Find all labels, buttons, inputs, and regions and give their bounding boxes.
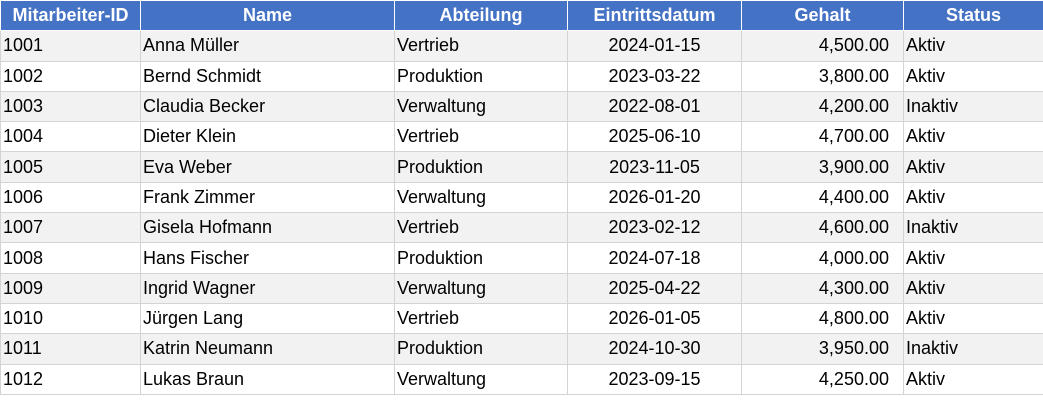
table-cell: Verwaltung — [394, 272, 568, 304]
table-cell: 2023-03-22 — [567, 60, 742, 92]
table-cell: 1007 — [0, 212, 141, 244]
table-cell: 4,400.00 — [741, 181, 904, 214]
table-cell: Eva Weber — [140, 151, 395, 183]
table-cell: 2023-02-12 — [567, 212, 742, 244]
table-cell: 4,200.00 — [741, 90, 904, 123]
table-cell: 1011 — [0, 333, 141, 365]
table-cell: 2023-11-05 — [567, 151, 742, 183]
table-row: 1010 Jürgen Lang Vertrieb 2026-01-05 4,800.0… — [0, 302, 1043, 335]
table-cell: 4,600.00 — [741, 212, 904, 244]
spreadsheet-table: Mitarbeiter-ID Name Abteilung Eintrittsdatu… — [0, 0, 1043, 395]
table-cell: 1005 — [0, 151, 141, 183]
table-cell: 2024-01-15 — [567, 30, 742, 62]
table-cell: Inaktiv — [903, 333, 1043, 365]
table-cell: Verwaltung — [394, 90, 568, 123]
table-cell: 2026-01-05 — [567, 302, 742, 335]
table-cell: Lukas Braun — [140, 363, 395, 395]
table-cell: 4,250.00 — [741, 363, 904, 395]
table-cell: Jürgen Lang — [140, 302, 395, 335]
table-row: 1001 Anna Müller Vertrieb 2024-01-15 4,500.0… — [0, 30, 1043, 62]
table-cell: Aktiv — [903, 30, 1043, 62]
table-cell: Inaktiv — [903, 212, 1043, 244]
table-row: 1012 Lukas Braun Verwaltung 2023-09-15 4,250… — [0, 363, 1043, 395]
table-row: 1002 Bernd Schmidt Produktion 2023-03-22 3,8… — [0, 60, 1043, 92]
table-cell: Aktiv — [903, 363, 1043, 395]
column-header: Gehalt — [741, 0, 904, 32]
table-row: 1009 Ingrid Wagner Verwaltung 2025-04-22 4,3… — [0, 272, 1043, 304]
table-cell: 1004 — [0, 121, 141, 153]
table-cell: Aktiv — [903, 121, 1043, 153]
table-cell: 1012 — [0, 363, 141, 395]
table-cell: Katrin Neumann — [140, 333, 395, 365]
table-cell: Vertrieb — [394, 30, 568, 62]
table-cell: Aktiv — [903, 242, 1043, 274]
table-cell: 4,000.00 — [741, 242, 904, 274]
table-cell: Aktiv — [903, 151, 1043, 183]
table-row: 1007 Gisela Hofmann Vertrieb 2023-02-12 4,60… — [0, 212, 1043, 244]
table-cell: Produktion — [394, 242, 568, 274]
table-cell: 1001 — [0, 30, 141, 62]
table-cell: 4,500.00 — [741, 30, 904, 62]
table-cell: 1008 — [0, 242, 141, 274]
table-cell: Dieter Klein — [140, 121, 395, 153]
table-cell: Verwaltung — [394, 363, 568, 395]
table-cell: Inaktiv — [903, 90, 1043, 123]
table-body: 1001 Anna Müller Vertrieb 2024-01-15 4,500.0… — [0, 30, 1043, 395]
table-row: 1008 Hans Fischer Produktion 2024-07-18 4,00… — [0, 242, 1043, 274]
table-cell: 2024-10-30 — [567, 333, 742, 365]
header-row: Mitarbeiter-ID Name Abteilung Eintrittsdatu… — [0, 0, 1043, 32]
table-cell: 2024-07-18 — [567, 242, 742, 274]
table-cell: Gisela Hofmann — [140, 212, 395, 244]
table-row: 1005 Eva Weber Produktion 2023-11-05 3,900.0… — [0, 151, 1043, 183]
column-header: Name — [140, 0, 395, 32]
column-header: Eintrittsdatum — [567, 0, 742, 32]
table-cell: Claudia Becker — [140, 90, 395, 123]
table-cell: 3,800.00 — [741, 60, 904, 92]
table-cell: 4,700.00 — [741, 121, 904, 153]
table-cell: Verwaltung — [394, 181, 568, 214]
table-cell: 2025-04-22 — [567, 272, 742, 304]
table-cell: 1010 — [0, 302, 141, 335]
table-cell: 4,300.00 — [741, 272, 904, 304]
table-cell: Aktiv — [903, 302, 1043, 335]
table-cell: 2025-06-10 — [567, 121, 742, 153]
table-cell: 4,800.00 — [741, 302, 904, 335]
table-cell: Produktion — [394, 151, 568, 183]
table-row: 1006 Frank Zimmer Verwaltung 2026-01-20 4,40… — [0, 181, 1043, 214]
table-cell: 1002 — [0, 60, 141, 92]
column-header: Abteilung — [394, 0, 568, 32]
table-cell: 2023-09-15 — [567, 363, 742, 395]
table-cell: Aktiv — [903, 181, 1043, 214]
table-cell: Produktion — [394, 333, 568, 365]
table-row: 1011 Katrin Neumann Produktion 2024-10-30 3,… — [0, 333, 1043, 365]
table-cell: 1003 — [0, 90, 141, 123]
table-cell: Produktion — [394, 60, 568, 92]
table-cell: 1009 — [0, 272, 141, 304]
table-cell: Vertrieb — [394, 302, 568, 335]
table-cell: Vertrieb — [394, 212, 568, 244]
table-cell: Anna Müller — [140, 30, 395, 62]
column-header: Status — [903, 0, 1043, 32]
table-cell: 3,900.00 — [741, 151, 904, 183]
table-cell: Hans Fischer — [140, 242, 395, 274]
table-row: 1004 Dieter Klein Vertrieb 2025-06-10 4,700.… — [0, 121, 1043, 153]
column-header: Mitarbeiter-ID — [0, 0, 141, 32]
table-cell: Vertrieb — [394, 121, 568, 153]
table-cell: Aktiv — [903, 60, 1043, 92]
table-cell: Ingrid Wagner — [140, 272, 395, 304]
table-row: 1003 Claudia Becker Verwaltung 2022-08-01 4,… — [0, 90, 1043, 123]
table-cell: 3,950.00 — [741, 333, 904, 365]
table-cell: 2022-08-01 — [567, 90, 742, 123]
table-cell: Frank Zimmer — [140, 181, 395, 214]
table-cell: Aktiv — [903, 272, 1043, 304]
table-cell: 1006 — [0, 181, 141, 214]
table-cell: Bernd Schmidt — [140, 60, 395, 92]
table-cell: 2026-01-20 — [567, 181, 742, 214]
